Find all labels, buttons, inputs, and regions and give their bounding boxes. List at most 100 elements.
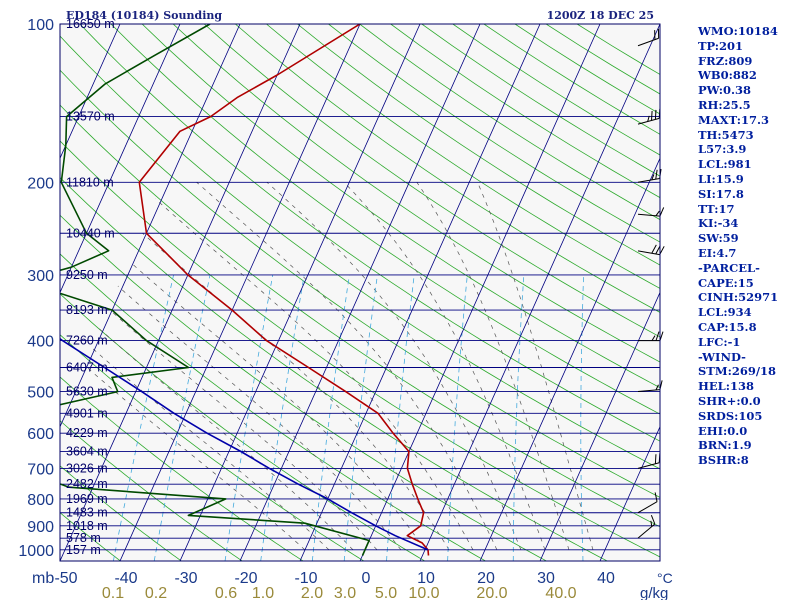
temperature-tick-label: 10 bbox=[417, 570, 435, 587]
index-line: FRZ:809 bbox=[698, 53, 753, 68]
dry-adiabat bbox=[60, 69, 660, 498]
dry-adiabat bbox=[235, 24, 660, 313]
wind-barb bbox=[637, 108, 661, 125]
barb-flag bbox=[651, 110, 653, 121]
mixing-ratio-line bbox=[580, 274, 584, 561]
isotherm bbox=[419, 24, 660, 561]
dry-adiabat bbox=[79, 24, 660, 442]
dry-adiabat bbox=[60, 214, 547, 561]
moist-adiabat bbox=[155, 198, 474, 551]
isotherm bbox=[60, 24, 181, 294]
index-line: BSHR:8 bbox=[698, 453, 749, 468]
height-label: 6407 m bbox=[66, 360, 108, 374]
index-line: TT:17 bbox=[698, 201, 735, 216]
height-label: 1969 m bbox=[66, 492, 108, 506]
barb-staff bbox=[637, 501, 658, 514]
temperature-tick-label: -40 bbox=[114, 570, 137, 587]
index-line: STM:269/18 bbox=[698, 364, 777, 379]
dry-adiabat bbox=[60, 420, 243, 561]
height-label: 16650 m bbox=[66, 17, 115, 31]
wind-barb bbox=[637, 244, 665, 256]
isotherm bbox=[60, 24, 241, 428]
temperature-tick-label: -20 bbox=[234, 570, 257, 587]
mixing-ratio-line bbox=[112, 274, 174, 561]
wind-barb bbox=[637, 492, 658, 514]
dry-adiabat bbox=[60, 465, 182, 561]
moist-adiabat bbox=[477, 182, 594, 550]
mixing-ratio-line bbox=[512, 274, 525, 561]
barb-flag bbox=[651, 335, 656, 341]
temperature-tick-label: -30 bbox=[174, 570, 197, 587]
mixing-ratio-tick-label: 2.0 bbox=[301, 585, 323, 600]
isotherm bbox=[539, 291, 660, 561]
wind-barb bbox=[637, 28, 660, 47]
barb-flag bbox=[655, 169, 658, 180]
dry-adiabat bbox=[203, 24, 660, 338]
chart-title: ED184 (10184) Sounding bbox=[66, 9, 223, 22]
grid-lines bbox=[60, 24, 660, 561]
height-label: 3026 m bbox=[66, 461, 108, 475]
isotherm bbox=[60, 24, 61, 25]
index-line: WB0:882 bbox=[698, 68, 757, 83]
barb-flag bbox=[655, 210, 660, 217]
index-line: L57:3.9 bbox=[698, 142, 747, 157]
barb-flag bbox=[655, 331, 660, 341]
height-label: 7260 m bbox=[66, 334, 108, 348]
index-line: -WIND- bbox=[698, 349, 746, 364]
dry-adiabat bbox=[172, 24, 660, 363]
isotherm bbox=[119, 24, 361, 561]
index-line: TH:5473 bbox=[698, 127, 754, 142]
mixing-ratio-line bbox=[447, 274, 468, 561]
dry-adiabat bbox=[328, 24, 660, 243]
pressure-tick-label: 800 bbox=[27, 492, 54, 509]
height-label: 13570 m bbox=[66, 110, 115, 124]
mixing-ratio-line bbox=[153, 274, 211, 561]
mixing-ratio-tick-label: 20.0 bbox=[476, 585, 507, 600]
moist-adiabat bbox=[196, 182, 498, 551]
index-line: RH:25.5 bbox=[698, 97, 751, 112]
index-line: CAP:15.8 bbox=[698, 319, 757, 334]
temperature-unit-label: °C bbox=[657, 570, 673, 586]
mixing-ratio-line bbox=[224, 274, 274, 561]
dry-adiabat bbox=[60, 35, 660, 470]
wind-barbs bbox=[637, 28, 665, 539]
height-label: 2482 m bbox=[66, 477, 108, 491]
height-label: 578 m bbox=[66, 531, 101, 545]
height-label: 157 m bbox=[66, 543, 101, 557]
index-line: PW:0.38 bbox=[698, 83, 752, 98]
temperature-tick-label: 40 bbox=[597, 570, 615, 587]
isotherm bbox=[60, 24, 121, 160]
index-line: TP:201 bbox=[698, 38, 744, 53]
isotherm bbox=[60, 24, 301, 561]
height-label: 9250 m bbox=[66, 268, 108, 282]
moist-adiabat bbox=[109, 309, 378, 551]
dry-adiabat bbox=[141, 24, 660, 389]
mixing-ratio-unit-label: g/kg bbox=[640, 585, 668, 600]
index-line: LI:15.9 bbox=[698, 171, 744, 186]
index-line: CAPE:15 bbox=[698, 275, 754, 290]
mixing-ratio-line bbox=[311, 274, 350, 561]
index-line: LCL:934 bbox=[698, 305, 752, 320]
barb-flag bbox=[651, 174, 655, 181]
height-label: 8193 m bbox=[66, 303, 108, 317]
isotherm bbox=[599, 425, 660, 561]
parcel-profile bbox=[60, 337, 429, 551]
temperature-profile bbox=[138, 24, 430, 556]
index-line: HEL:138 bbox=[698, 379, 754, 394]
temperature-tick-label: 0 bbox=[362, 570, 371, 587]
dry-adiabat bbox=[60, 104, 660, 528]
barb-flag bbox=[650, 520, 653, 527]
wind-barb bbox=[637, 514, 656, 539]
temperature-tick-label: 30 bbox=[537, 570, 555, 587]
mixing-ratio-tick-label: 0.1 bbox=[102, 585, 124, 600]
profile-lines bbox=[60, 24, 430, 556]
barb-flag bbox=[655, 384, 659, 391]
index-line: BRN:1.9 bbox=[698, 438, 752, 453]
index-line: SHR+:0.0 bbox=[698, 393, 761, 408]
height-label: 10440 m bbox=[66, 226, 115, 240]
mixing-ratio-line bbox=[260, 274, 305, 561]
mixing-ratio-tick-label: 10.0 bbox=[408, 585, 439, 600]
index-line: MAXT:17.3 bbox=[698, 112, 769, 127]
